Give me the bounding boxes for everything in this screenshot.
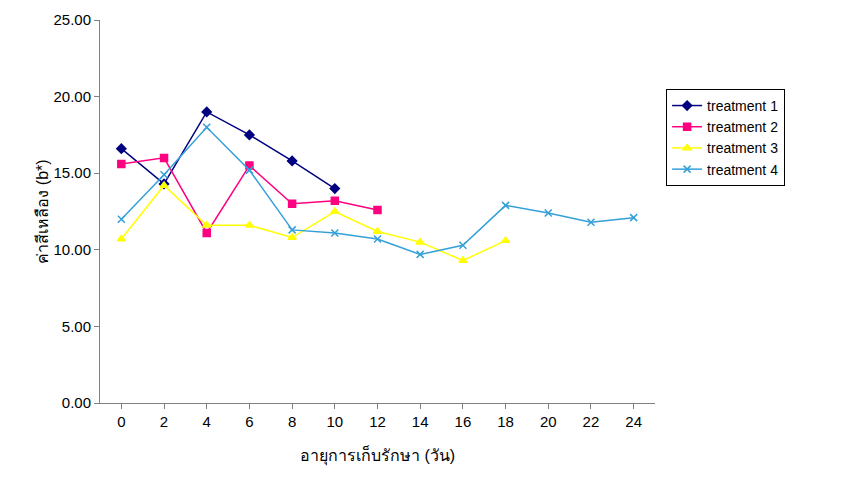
svg-text:treatment 1: treatment 1 (707, 98, 778, 114)
svg-text:14: 14 (412, 413, 429, 430)
svg-text:18: 18 (497, 413, 514, 430)
svg-text:ค่าสีเหลือง (b*): ค่าสีเหลือง (b*) (34, 159, 51, 263)
svg-text:treatment 4: treatment 4 (707, 162, 778, 178)
svg-text:4: 4 (203, 413, 211, 430)
svg-text:treatment 2: treatment 2 (707, 119, 778, 135)
svg-text:20: 20 (540, 413, 557, 430)
svg-text:12: 12 (369, 413, 386, 430)
svg-text:15.00: 15.00 (53, 164, 91, 181)
svg-text:10.00: 10.00 (53, 241, 91, 258)
svg-text:treatment 3: treatment 3 (707, 140, 778, 156)
svg-text:16: 16 (455, 413, 472, 430)
svg-text:20.00: 20.00 (53, 88, 91, 105)
svg-text:5.00: 5.00 (62, 318, 91, 335)
svg-text:0.00: 0.00 (62, 394, 91, 411)
svg-text:2: 2 (160, 413, 168, 430)
svg-text:อายุการเก็บรักษา (วัน): อายุการเก็บรักษา (วัน) (300, 445, 455, 466)
svg-text:25.00: 25.00 (53, 11, 91, 28)
svg-text:10: 10 (326, 413, 343, 430)
svg-text:24: 24 (625, 413, 642, 430)
svg-text:22: 22 (583, 413, 600, 430)
svg-text:0: 0 (117, 413, 125, 430)
svg-text:6: 6 (245, 413, 253, 430)
svg-text:8: 8 (288, 413, 296, 430)
